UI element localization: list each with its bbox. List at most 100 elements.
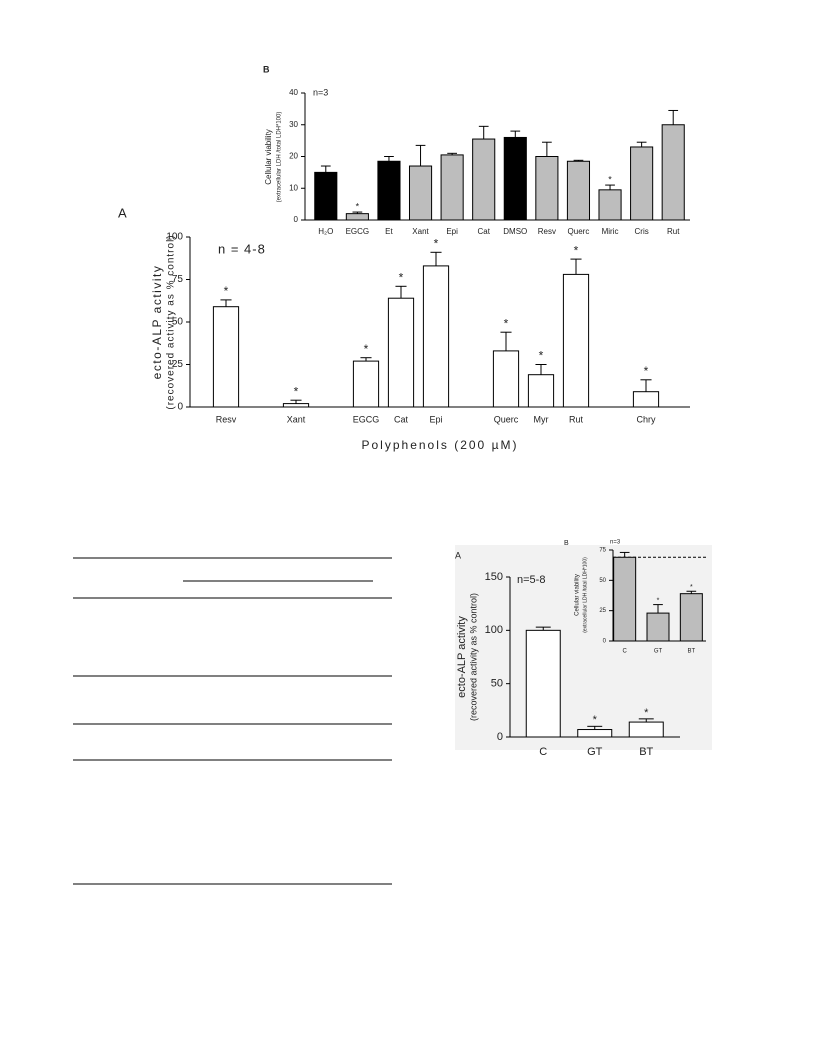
significance-marker: *	[364, 342, 369, 356]
y-tick-label: 100	[485, 624, 503, 636]
x-tick-label: Miric	[602, 227, 619, 236]
x-tick-label: GT	[654, 649, 663, 655]
x-tick-label: DMSO	[503, 227, 527, 236]
x-tick-label: Querc	[568, 227, 590, 236]
bar	[632, 391, 660, 408]
y-axis-label: Cellular viability	[264, 129, 273, 185]
significance-marker: *	[399, 270, 404, 284]
bar	[472, 138, 496, 221]
bar	[525, 629, 561, 738]
y-axis-label: ecto-ALP activity	[456, 616, 468, 698]
x-tick-label: Resv	[538, 227, 556, 236]
significance-marker: *	[593, 714, 598, 726]
bar	[314, 171, 338, 221]
x-axis-label: Polyphenols (200 µM)	[362, 438, 519, 452]
y-tick-label: 150	[485, 571, 503, 583]
x-tick-label: Xant	[412, 227, 429, 236]
bar	[661, 124, 685, 221]
significance-marker: *	[539, 349, 544, 363]
bar	[387, 297, 415, 408]
significance-marker: *	[224, 284, 229, 298]
bar	[598, 189, 622, 221]
figure-background	[455, 545, 712, 750]
y-axis-label: Cellular viability	[575, 574, 581, 616]
y-tick-label: 30	[289, 120, 298, 129]
panel-label: A	[455, 550, 461, 560]
x-tick-label: Rut	[667, 227, 680, 236]
y-tick-label: 25	[599, 608, 606, 614]
y-tick-label: 75	[172, 274, 184, 285]
panel-label: B	[564, 540, 569, 547]
bar	[345, 213, 369, 221]
x-tick-label: Cat	[394, 414, 409, 424]
significance-marker: *	[574, 243, 579, 257]
y-tick-label: 0	[497, 731, 503, 743]
significance-marker: *	[504, 316, 509, 330]
x-tick-label: Cat	[477, 227, 490, 236]
bar	[492, 350, 520, 408]
x-tick-label: H₂O	[318, 227, 333, 236]
panel-label: B	[263, 64, 270, 74]
bar	[503, 136, 527, 221]
bar	[527, 374, 555, 408]
y-tick-label: 75	[599, 548, 606, 554]
bar	[577, 729, 613, 738]
y-tick-label: 40	[289, 88, 298, 97]
significance-marker: *	[644, 364, 649, 378]
y-tick-label: 50	[172, 317, 184, 328]
significance-marker: *	[294, 384, 299, 398]
x-tick-label: BT	[639, 746, 653, 758]
bar	[352, 360, 380, 408]
y-tick-label: 0	[294, 215, 299, 224]
significance-marker: *	[434, 236, 439, 250]
x-tick-label: EGCG	[346, 227, 370, 236]
x-tick-label: Cris	[635, 227, 649, 236]
x-tick-label: Epi	[446, 227, 458, 236]
y-tick-label: 20	[289, 152, 298, 161]
bar	[679, 593, 703, 642]
bar	[562, 273, 590, 408]
significance-marker: *	[690, 584, 693, 591]
x-tick-label: Querc	[494, 414, 519, 424]
bar	[377, 160, 401, 221]
y-tick-label: 0	[603, 639, 607, 645]
x-tick-label: Epi	[429, 414, 442, 424]
y-tick-label: 50	[491, 678, 503, 690]
x-tick-label: Chry	[636, 414, 656, 424]
bar	[646, 612, 670, 642]
x-tick-label: BT	[687, 649, 695, 655]
y-tick-label: 50	[599, 578, 606, 584]
bar	[282, 403, 310, 408]
panel-label: A	[118, 205, 127, 220]
annotation: n=3	[313, 87, 328, 97]
y-axis-sublabel: (extracellular LDH /total LDH*100)	[277, 112, 283, 203]
y-axis-sublabel: (extracellular LDH /total LDH*100)	[582, 557, 588, 633]
y-axis-label: ecto-ALP activity	[150, 265, 164, 380]
annotation: n=5-8	[517, 574, 545, 586]
x-tick-label: Resv	[216, 414, 237, 424]
annotation: n = 4-8	[218, 241, 266, 256]
bar	[630, 146, 654, 221]
x-tick-label: GT	[587, 746, 603, 758]
bar	[628, 721, 664, 738]
significance-marker: *	[356, 201, 360, 211]
x-tick-label: C	[539, 746, 547, 758]
bar	[408, 165, 433, 221]
y-axis-sublabel: (recovered activity as % control)	[166, 234, 177, 409]
y-axis-sublabel: (recovered activity as % control)	[468, 593, 478, 721]
y-tick-label: 100	[166, 232, 183, 243]
significance-marker: *	[608, 174, 612, 184]
y-tick-label: 0	[177, 402, 183, 413]
x-tick-label: Et	[385, 227, 393, 236]
bar	[613, 556, 637, 642]
significance-marker: *	[644, 707, 649, 719]
bar	[535, 156, 559, 221]
bar	[422, 265, 450, 408]
x-tick-label: C	[622, 649, 627, 655]
table-rules	[73, 557, 392, 885]
x-tick-label: Xant	[287, 414, 306, 424]
bar	[566, 160, 591, 221]
y-tick-label: 25	[172, 359, 184, 370]
x-tick-label: EGCG	[353, 414, 380, 424]
